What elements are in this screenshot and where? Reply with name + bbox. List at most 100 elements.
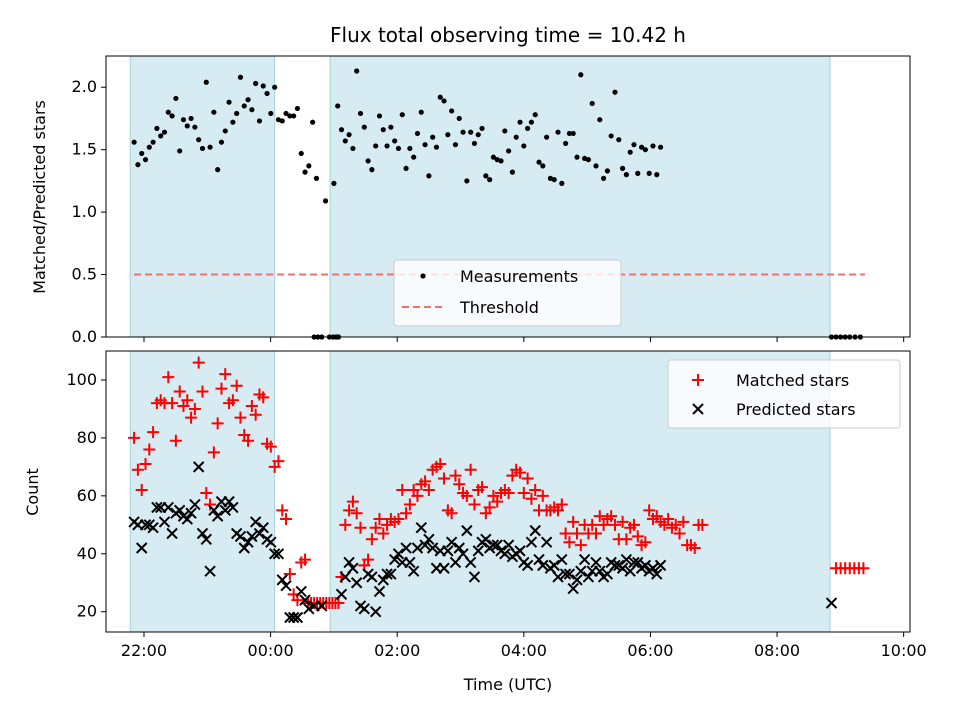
predicted-star-point bbox=[609, 559, 621, 572]
measurement-point bbox=[418, 109, 424, 115]
predicted-star-point bbox=[192, 461, 205, 473]
measurement-point bbox=[559, 180, 565, 186]
measurement-point bbox=[264, 90, 270, 97]
measurement-point bbox=[612, 89, 618, 95]
matched-star-point bbox=[166, 397, 179, 410]
predicted-star-point bbox=[223, 495, 235, 508]
measurement-point bbox=[460, 129, 466, 135]
measurement-point bbox=[294, 105, 301, 112]
measurement-point bbox=[517, 119, 523, 125]
measurement-point bbox=[354, 68, 360, 74]
predicted-star-point bbox=[234, 530, 247, 543]
measurement-point bbox=[430, 134, 436, 140]
matched-star-point bbox=[616, 515, 629, 528]
x-tick-label: 04:00 bbox=[501, 641, 547, 660]
predicted-star-point bbox=[415, 522, 427, 534]
predicted-star-point bbox=[411, 542, 424, 554]
matched-star-point bbox=[502, 486, 515, 499]
predicted-star-point bbox=[537, 559, 549, 572]
matched-star-point bbox=[525, 492, 538, 505]
measurement-point bbox=[268, 110, 274, 117]
matched-star-point bbox=[185, 411, 198, 424]
measurement-point bbox=[188, 115, 194, 122]
y-tick-label: 2.0 bbox=[72, 77, 97, 96]
matched-star-point bbox=[346, 495, 359, 508]
measurement-point bbox=[260, 83, 266, 89]
matched-star-point bbox=[272, 455, 285, 468]
y-tick-label: 0.5 bbox=[72, 265, 97, 284]
measurement-point bbox=[135, 162, 141, 168]
predicted-star-point bbox=[265, 536, 277, 548]
predicted-star-point bbox=[388, 553, 401, 566]
observing-window bbox=[129, 350, 276, 633]
matched-star-point bbox=[196, 385, 209, 398]
predicted-star-point bbox=[347, 562, 359, 574]
predicted-star-point bbox=[575, 565, 587, 577]
measurement-point bbox=[604, 168, 610, 174]
matched-star-point bbox=[491, 495, 504, 508]
measurement-point bbox=[230, 119, 236, 125]
matched-star-point bbox=[696, 518, 709, 531]
measurement-point bbox=[475, 132, 481, 138]
matched-star-point bbox=[143, 443, 156, 456]
measurement-point bbox=[237, 74, 244, 80]
matched-star-point bbox=[135, 484, 148, 497]
top-x-ticks bbox=[143, 337, 905, 342]
predicted-star-point bbox=[419, 539, 431, 551]
predicted-star-point bbox=[280, 579, 292, 592]
predicted-star-point bbox=[567, 582, 579, 595]
y-tick-label: 1.5 bbox=[72, 140, 97, 159]
measurement-point bbox=[487, 177, 493, 183]
predicted-star-point bbox=[151, 501, 163, 514]
matched-star-point bbox=[563, 536, 576, 549]
legend-marker-predicted-stars bbox=[692, 403, 704, 415]
measurement-point bbox=[376, 113, 383, 119]
measurement-point bbox=[600, 175, 607, 181]
predicted-star-point bbox=[249, 516, 262, 528]
top-chart-title: Flux total observing time = 10.42 h bbox=[330, 23, 686, 47]
measurement-point bbox=[384, 143, 390, 149]
matched-star-point bbox=[514, 466, 527, 479]
predicted-star-point bbox=[620, 553, 633, 566]
measurement-point bbox=[483, 173, 489, 179]
measurement-point bbox=[249, 107, 255, 113]
legend-label-matched-stars: Matched stars bbox=[736, 371, 849, 390]
predicted-star-point bbox=[350, 577, 363, 589]
y-tick-label: 100 bbox=[66, 370, 97, 389]
measurement-point bbox=[593, 163, 599, 169]
predicted-star-point bbox=[445, 536, 458, 548]
predicted-star-point bbox=[438, 562, 450, 574]
measurement-point bbox=[392, 138, 398, 144]
y-tick-label: 40 bbox=[77, 544, 97, 563]
predicted-star-point bbox=[590, 556, 602, 569]
predicted-star-point bbox=[407, 565, 420, 577]
predicted-star-point bbox=[139, 519, 152, 531]
predicted-star-point bbox=[135, 542, 148, 554]
x-tick-label: 00:00 bbox=[248, 641, 294, 660]
matched-star-point bbox=[468, 498, 481, 511]
measurement-point bbox=[635, 170, 641, 176]
measurement-point bbox=[468, 129, 474, 135]
matched-star-point bbox=[411, 489, 424, 502]
predicted-star-point bbox=[268, 548, 281, 560]
matched-star-point bbox=[373, 513, 386, 526]
measurement-point bbox=[456, 115, 462, 122]
predicted-star-point bbox=[464, 556, 477, 569]
predicted-star-point bbox=[521, 559, 534, 572]
bottom-y-ticks: 20 40 60 80 100 bbox=[66, 370, 106, 621]
measurement-point bbox=[502, 128, 508, 134]
bottom-x-axis-label: Time (UTC) bbox=[463, 675, 552, 694]
matched-star-point bbox=[343, 504, 356, 517]
predicted-star-point bbox=[400, 542, 412, 554]
matched-star-point bbox=[369, 521, 382, 534]
measurement-point bbox=[369, 167, 375, 173]
predicted-star-point bbox=[552, 571, 564, 583]
measurement-point bbox=[291, 113, 297, 119]
matched-star-point bbox=[434, 457, 447, 470]
matched-star-point bbox=[627, 518, 640, 531]
y-tick-label: 80 bbox=[77, 428, 97, 447]
measurement-point bbox=[226, 99, 232, 105]
measurement-point bbox=[566, 130, 573, 137]
predicted-star-point bbox=[276, 574, 288, 586]
